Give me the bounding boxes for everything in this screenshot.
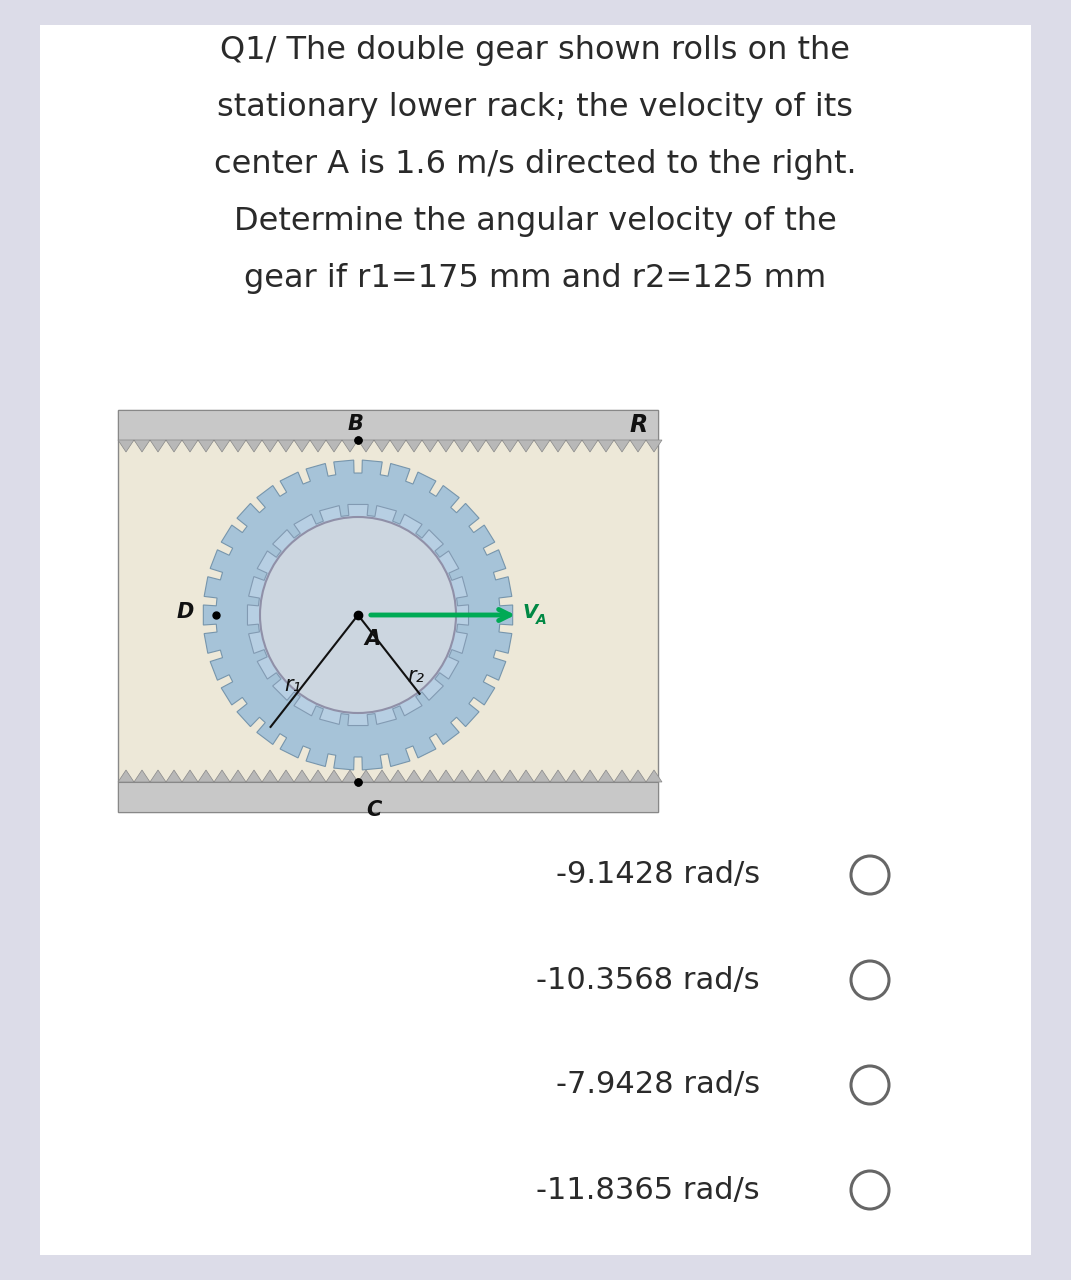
Polygon shape: [150, 440, 166, 452]
Text: -7.9428 rad/s: -7.9428 rad/s: [556, 1070, 760, 1100]
Polygon shape: [182, 440, 198, 452]
Text: r₁: r₁: [284, 675, 301, 695]
Text: V: V: [523, 603, 538, 622]
Polygon shape: [246, 771, 262, 782]
Polygon shape: [326, 771, 342, 782]
Polygon shape: [342, 440, 358, 452]
Polygon shape: [230, 771, 246, 782]
Polygon shape: [598, 771, 614, 782]
Polygon shape: [454, 440, 470, 452]
Polygon shape: [182, 771, 198, 782]
Polygon shape: [582, 771, 598, 782]
Polygon shape: [646, 440, 662, 452]
Bar: [118, 410, 658, 440]
Polygon shape: [358, 440, 374, 452]
Text: r₂: r₂: [407, 667, 424, 686]
Circle shape: [260, 517, 456, 713]
Polygon shape: [198, 771, 214, 782]
Text: A: A: [536, 613, 547, 627]
Polygon shape: [534, 771, 550, 782]
Polygon shape: [342, 771, 358, 782]
Text: Q1/ The double gear shown rolls on the: Q1/ The double gear shown rolls on the: [220, 35, 850, 67]
Circle shape: [851, 1171, 889, 1210]
Text: -11.8365 rad/s: -11.8365 rad/s: [537, 1175, 760, 1204]
Polygon shape: [214, 440, 230, 452]
Polygon shape: [278, 440, 295, 452]
Polygon shape: [295, 440, 310, 452]
Polygon shape: [390, 440, 406, 452]
Polygon shape: [518, 771, 534, 782]
Polygon shape: [118, 440, 134, 452]
Polygon shape: [214, 771, 230, 782]
Polygon shape: [198, 440, 214, 452]
Polygon shape: [310, 771, 326, 782]
Polygon shape: [262, 440, 278, 452]
Text: Determine the angular velocity of the: Determine the angular velocity of the: [233, 206, 836, 237]
Polygon shape: [134, 440, 150, 452]
Circle shape: [851, 961, 889, 998]
Polygon shape: [262, 771, 278, 782]
Text: stationary lower rack; the velocity of its: stationary lower rack; the velocity of i…: [217, 92, 853, 123]
Polygon shape: [118, 771, 134, 782]
Polygon shape: [502, 440, 518, 452]
Text: center A is 1.6 m/s directed to the right.: center A is 1.6 m/s directed to the righ…: [214, 148, 857, 180]
Polygon shape: [246, 440, 262, 452]
Polygon shape: [422, 440, 438, 452]
Text: gear if r1=175 mm and r2=125 mm: gear if r1=175 mm and r2=125 mm: [244, 262, 826, 294]
Text: -9.1428 rad/s: -9.1428 rad/s: [556, 860, 760, 890]
Polygon shape: [295, 771, 310, 782]
Bar: [118, 410, 658, 812]
Polygon shape: [486, 440, 502, 452]
Polygon shape: [630, 771, 646, 782]
Polygon shape: [422, 771, 438, 782]
Polygon shape: [534, 440, 550, 452]
Polygon shape: [203, 460, 513, 771]
Polygon shape: [438, 440, 454, 452]
Polygon shape: [486, 771, 502, 782]
Polygon shape: [565, 771, 582, 782]
Polygon shape: [278, 771, 295, 782]
Polygon shape: [406, 771, 422, 782]
Circle shape: [851, 1066, 889, 1103]
Polygon shape: [134, 771, 150, 782]
Text: D: D: [177, 602, 194, 622]
Polygon shape: [247, 504, 468, 726]
Polygon shape: [518, 440, 534, 452]
Text: A: A: [364, 628, 380, 649]
Polygon shape: [438, 771, 454, 782]
Text: -10.3568 rad/s: -10.3568 rad/s: [537, 965, 760, 995]
Polygon shape: [406, 440, 422, 452]
Polygon shape: [470, 440, 486, 452]
Polygon shape: [614, 440, 630, 452]
Polygon shape: [310, 440, 326, 452]
Text: R: R: [630, 413, 648, 436]
Polygon shape: [358, 771, 374, 782]
Text: B: B: [348, 413, 364, 434]
Polygon shape: [550, 771, 565, 782]
Polygon shape: [565, 440, 582, 452]
Polygon shape: [598, 440, 614, 452]
Polygon shape: [374, 771, 390, 782]
Polygon shape: [166, 771, 182, 782]
Polygon shape: [550, 440, 565, 452]
Polygon shape: [502, 771, 518, 782]
Polygon shape: [326, 440, 342, 452]
Bar: [118, 782, 658, 812]
Polygon shape: [230, 440, 246, 452]
Polygon shape: [646, 771, 662, 782]
Polygon shape: [390, 771, 406, 782]
Polygon shape: [582, 440, 598, 452]
Text: C: C: [366, 800, 381, 820]
Polygon shape: [630, 440, 646, 452]
Circle shape: [851, 856, 889, 893]
Polygon shape: [614, 771, 630, 782]
Polygon shape: [166, 440, 182, 452]
Polygon shape: [454, 771, 470, 782]
Polygon shape: [470, 771, 486, 782]
Polygon shape: [150, 771, 166, 782]
Polygon shape: [374, 440, 390, 452]
